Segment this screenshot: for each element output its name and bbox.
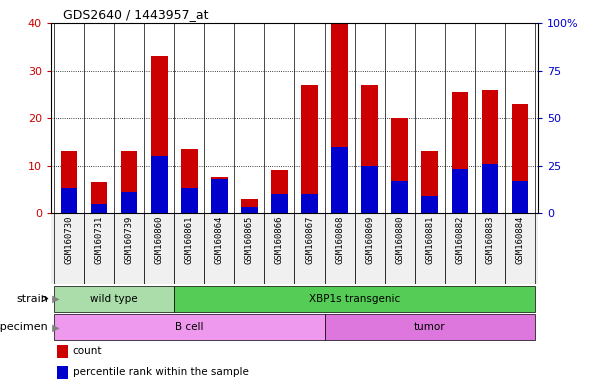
Bar	[264, 213, 294, 284]
Text: strain: strain	[16, 293, 48, 304]
Bar	[174, 286, 535, 311]
Bar	[271, 194, 288, 213]
Bar	[91, 182, 108, 213]
Bar	[181, 149, 198, 213]
Text: tumor: tumor	[414, 322, 445, 333]
Bar	[355, 213, 385, 284]
Text: GSM160883: GSM160883	[486, 215, 494, 264]
Bar	[481, 89, 498, 213]
Text: ▶: ▶	[49, 322, 59, 333]
Bar	[331, 23, 348, 213]
Text: GSM160868: GSM160868	[335, 215, 344, 264]
Bar	[91, 204, 108, 213]
Bar	[121, 151, 138, 213]
Bar	[57, 345, 68, 358]
Bar	[391, 118, 408, 213]
Bar	[415, 213, 445, 284]
Bar	[385, 213, 415, 284]
Bar	[211, 179, 228, 213]
Text: percentile rank within the sample: percentile rank within the sample	[73, 367, 249, 377]
Bar	[361, 85, 378, 213]
Bar	[301, 85, 318, 213]
Text: GSM160731: GSM160731	[95, 215, 103, 264]
Text: GSM160866: GSM160866	[275, 215, 284, 264]
Bar	[114, 213, 144, 284]
Bar	[301, 194, 318, 213]
Bar	[54, 213, 84, 284]
Bar	[271, 170, 288, 213]
Bar	[144, 213, 174, 284]
Bar	[121, 192, 138, 213]
Bar	[451, 92, 468, 213]
Text: GSM160869: GSM160869	[365, 215, 374, 264]
Bar	[211, 177, 228, 213]
Bar	[511, 181, 528, 213]
Bar	[325, 314, 535, 340]
Bar	[57, 366, 68, 379]
Bar	[475, 213, 505, 284]
Bar	[204, 213, 234, 284]
Bar	[481, 164, 498, 213]
Text: GSM160865: GSM160865	[245, 215, 254, 264]
Text: GSM160867: GSM160867	[305, 215, 314, 264]
Text: GDS2640 / 1443957_at: GDS2640 / 1443957_at	[63, 8, 209, 21]
Bar	[61, 151, 78, 213]
Bar	[451, 169, 468, 213]
Text: GSM160864: GSM160864	[215, 215, 224, 264]
Text: B cell: B cell	[175, 322, 204, 333]
Bar	[331, 147, 348, 213]
Text: GSM160861: GSM160861	[185, 215, 194, 264]
Text: GSM160884: GSM160884	[516, 215, 524, 264]
Bar	[84, 213, 114, 284]
Bar	[421, 151, 438, 213]
Bar	[151, 56, 168, 213]
Bar	[54, 286, 174, 311]
Text: GSM160860: GSM160860	[155, 215, 163, 264]
Text: GSM160882: GSM160882	[456, 215, 464, 264]
Bar	[361, 166, 378, 213]
Bar	[445, 213, 475, 284]
Bar	[54, 314, 325, 340]
Bar	[241, 199, 258, 213]
Text: GSM160880: GSM160880	[395, 215, 404, 264]
Bar	[234, 213, 264, 284]
Bar	[61, 189, 78, 213]
Bar	[241, 207, 258, 213]
Text: GSM160881: GSM160881	[426, 215, 434, 264]
Bar	[294, 213, 325, 284]
Bar	[325, 213, 355, 284]
Text: specimen: specimen	[0, 322, 48, 333]
Bar	[391, 181, 408, 213]
Text: GSM160739: GSM160739	[125, 215, 133, 264]
Bar	[511, 104, 528, 213]
Text: count: count	[73, 346, 102, 356]
Text: XBP1s transgenic: XBP1s transgenic	[309, 293, 400, 304]
Text: ▶: ▶	[49, 293, 59, 304]
Bar	[505, 213, 535, 284]
Bar	[151, 156, 168, 213]
Bar	[181, 189, 198, 213]
Text: wild type: wild type	[90, 293, 138, 304]
Text: GSM160730: GSM160730	[65, 215, 73, 264]
Bar	[174, 213, 204, 284]
Bar	[421, 196, 438, 213]
